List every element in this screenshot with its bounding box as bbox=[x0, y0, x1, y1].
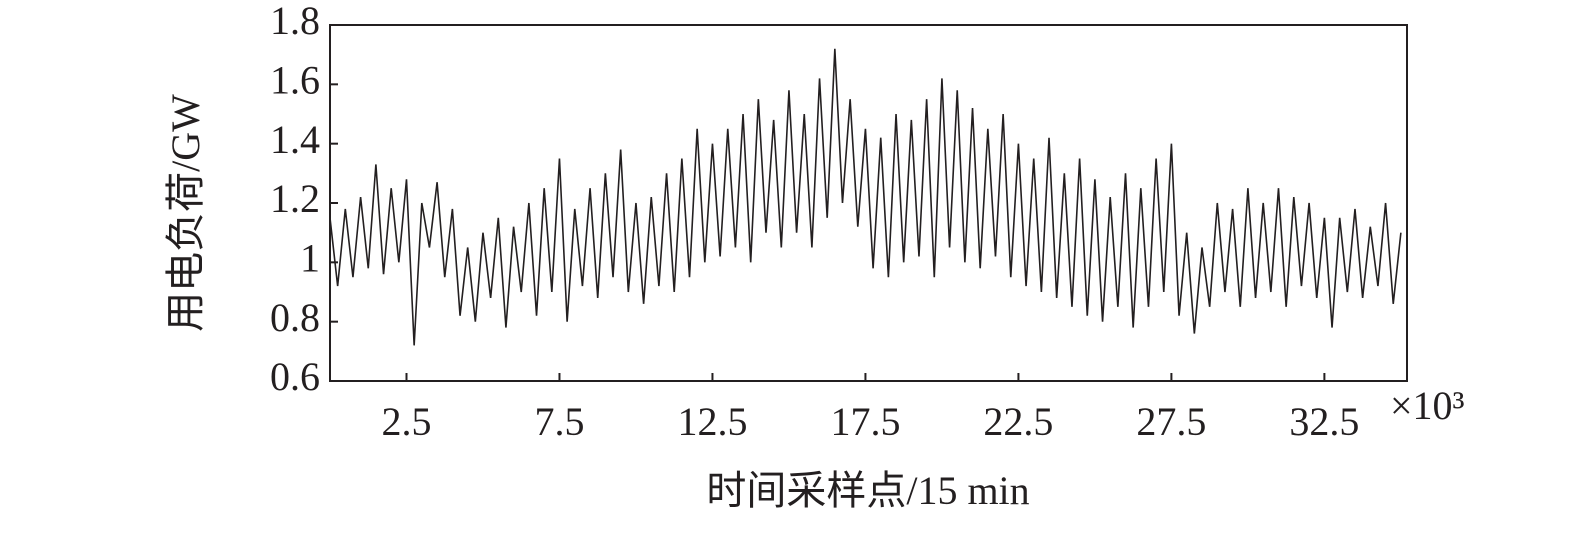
x-tick-label: 2.5 bbox=[381, 399, 431, 444]
x-tick-label: 12.5 bbox=[677, 399, 747, 444]
y-tick-label: 1 bbox=[300, 236, 320, 281]
y-tick-label: 1.2 bbox=[270, 176, 320, 221]
y-tick-label: 1.4 bbox=[270, 117, 320, 162]
x-tick-label: 27.5 bbox=[1136, 399, 1206, 444]
x-multiplier: ×10³ bbox=[1390, 383, 1465, 428]
y-axis-label: 用电负荷/GW bbox=[163, 94, 208, 332]
x-axis-label: 时间采样点/15 min bbox=[706, 468, 1029, 513]
x-tick-label: 17.5 bbox=[830, 399, 900, 444]
plot-frame bbox=[329, 24, 1408, 382]
y-tick-label: 0.6 bbox=[270, 354, 320, 399]
y-tick-label: 0.8 bbox=[270, 295, 320, 340]
y-tick-label: 1.8 bbox=[270, 0, 320, 43]
x-tick-label: 7.5 bbox=[534, 399, 584, 444]
data-line bbox=[329, 48, 1402, 346]
x-tick-label: 32.5 bbox=[1289, 399, 1359, 444]
x-tick-label: 22.5 bbox=[983, 399, 1053, 444]
y-tick-label: 1.6 bbox=[270, 58, 320, 103]
